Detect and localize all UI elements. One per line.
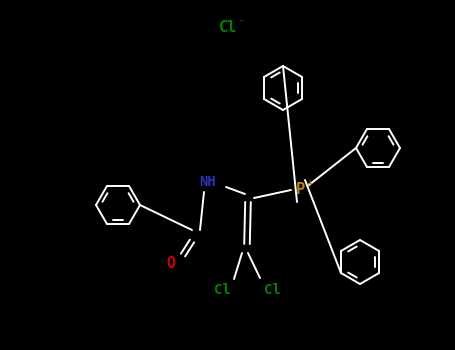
Text: Cl: Cl <box>214 283 230 297</box>
Text: ⁻: ⁻ <box>238 18 244 28</box>
Text: NH: NH <box>200 175 217 189</box>
Text: P: P <box>295 182 304 197</box>
Text: +: + <box>305 179 313 189</box>
Text: Cl: Cl <box>219 21 237 35</box>
Text: O: O <box>167 257 176 272</box>
Text: Cl: Cl <box>263 283 280 297</box>
